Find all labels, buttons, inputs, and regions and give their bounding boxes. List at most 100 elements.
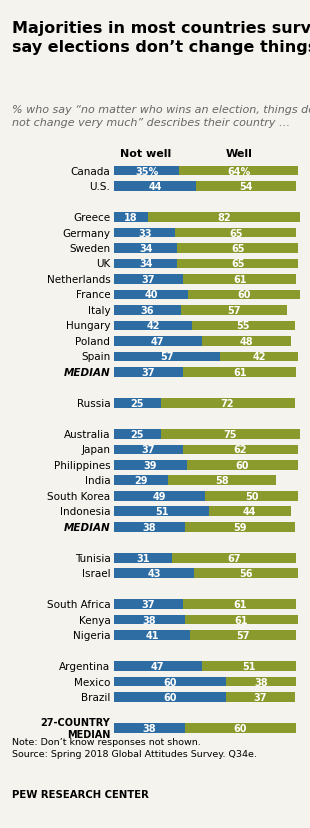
Text: 31: 31 xyxy=(136,553,150,563)
Bar xyxy=(114,352,220,362)
Bar xyxy=(148,213,300,223)
Text: South Africa: South Africa xyxy=(47,599,110,609)
Bar xyxy=(185,522,294,532)
Text: Indonesia: Indonesia xyxy=(60,507,110,517)
Text: 65: 65 xyxy=(231,243,245,253)
Text: Netherlands: Netherlands xyxy=(46,275,110,285)
Bar xyxy=(168,476,276,485)
Text: % who say “no matter who wins an election, things do
not change very much” descr: % who say “no matter who wins an electio… xyxy=(12,105,310,128)
Bar xyxy=(172,553,296,563)
Text: 61: 61 xyxy=(233,368,246,378)
Text: Poland: Poland xyxy=(76,336,110,346)
Text: Note: Don’t know responses not shown.
Source: Spring 2018 Global Attitudes Surve: Note: Don’t know responses not shown. So… xyxy=(12,738,257,758)
Text: 43: 43 xyxy=(147,569,161,579)
Bar xyxy=(114,398,161,408)
Bar xyxy=(114,430,161,439)
Text: Italy: Italy xyxy=(88,306,110,315)
Text: 34: 34 xyxy=(139,259,153,269)
Text: 72: 72 xyxy=(221,398,234,408)
Text: 60: 60 xyxy=(234,723,247,733)
Bar xyxy=(226,677,296,686)
Bar xyxy=(114,615,185,624)
Bar xyxy=(114,275,183,284)
Text: 62: 62 xyxy=(234,445,247,455)
Bar xyxy=(114,259,177,269)
Text: 33: 33 xyxy=(138,229,152,238)
Bar xyxy=(114,692,226,702)
Text: 60: 60 xyxy=(237,290,251,300)
Text: 50: 50 xyxy=(245,491,259,501)
Bar xyxy=(183,275,296,284)
Text: 47: 47 xyxy=(151,336,165,346)
Text: 42: 42 xyxy=(146,321,160,331)
Bar xyxy=(175,229,296,238)
Text: 65: 65 xyxy=(231,259,245,269)
Text: Australia: Australia xyxy=(64,429,110,440)
Text: 36: 36 xyxy=(141,306,154,315)
Bar xyxy=(114,166,179,176)
Text: 55: 55 xyxy=(237,321,250,331)
Text: Nigeria: Nigeria xyxy=(73,630,110,640)
Text: 59: 59 xyxy=(233,522,246,532)
Text: 35%: 35% xyxy=(135,166,158,176)
Bar xyxy=(183,445,298,455)
Text: 34: 34 xyxy=(139,243,153,253)
Text: UK: UK xyxy=(96,259,110,269)
Text: 61: 61 xyxy=(233,275,246,285)
Text: 57: 57 xyxy=(227,306,241,315)
Text: U.S.: U.S. xyxy=(90,182,110,192)
Bar xyxy=(114,569,194,578)
Text: 40: 40 xyxy=(144,290,158,300)
Text: Well: Well xyxy=(225,149,252,159)
Bar xyxy=(114,553,172,563)
Text: 38: 38 xyxy=(143,615,156,625)
Text: 60: 60 xyxy=(236,460,249,470)
Text: 64%: 64% xyxy=(227,166,250,176)
Text: 47: 47 xyxy=(151,662,165,672)
Bar xyxy=(181,306,287,315)
Text: 67: 67 xyxy=(227,553,241,563)
Text: 82: 82 xyxy=(217,213,231,223)
Text: Philippines: Philippines xyxy=(54,460,110,470)
Bar xyxy=(188,291,300,300)
Bar xyxy=(209,507,291,517)
Text: 38: 38 xyxy=(254,676,268,686)
Text: 57: 57 xyxy=(237,630,250,640)
Text: PEW RESEARCH CENTER: PEW RESEARCH CENTER xyxy=(12,789,149,799)
Text: Israel: Israel xyxy=(82,569,110,579)
Bar xyxy=(161,430,300,439)
Text: South Korea: South Korea xyxy=(47,491,110,501)
Bar xyxy=(114,507,209,517)
Text: 41: 41 xyxy=(145,630,159,640)
Bar xyxy=(114,445,183,455)
Text: Canada: Canada xyxy=(71,166,110,176)
Text: 37: 37 xyxy=(142,368,155,378)
Text: 44: 44 xyxy=(243,507,257,517)
Text: Spain: Spain xyxy=(81,352,110,362)
Text: 39: 39 xyxy=(144,460,157,470)
Text: Germany: Germany xyxy=(62,229,110,238)
Bar xyxy=(114,599,183,609)
Bar xyxy=(205,491,298,501)
Text: Greece: Greece xyxy=(73,213,110,223)
Bar xyxy=(183,599,296,609)
Text: 18: 18 xyxy=(124,213,138,223)
Text: 48: 48 xyxy=(239,336,253,346)
Bar xyxy=(194,569,298,578)
Bar xyxy=(183,368,296,378)
Bar xyxy=(114,182,196,191)
Text: Brazil: Brazil xyxy=(81,692,110,702)
Bar xyxy=(185,724,296,733)
Bar xyxy=(161,398,294,408)
Bar xyxy=(202,662,296,672)
Text: 37: 37 xyxy=(142,599,155,609)
Bar xyxy=(114,321,192,331)
Text: 58: 58 xyxy=(215,476,229,486)
Text: 49: 49 xyxy=(153,491,166,501)
Text: 44: 44 xyxy=(148,182,162,192)
Text: 27-COUNTRY
MEDIAN: 27-COUNTRY MEDIAN xyxy=(41,717,110,739)
Bar xyxy=(114,213,148,223)
Bar xyxy=(114,306,181,315)
Bar xyxy=(114,631,190,640)
Bar xyxy=(114,476,168,485)
